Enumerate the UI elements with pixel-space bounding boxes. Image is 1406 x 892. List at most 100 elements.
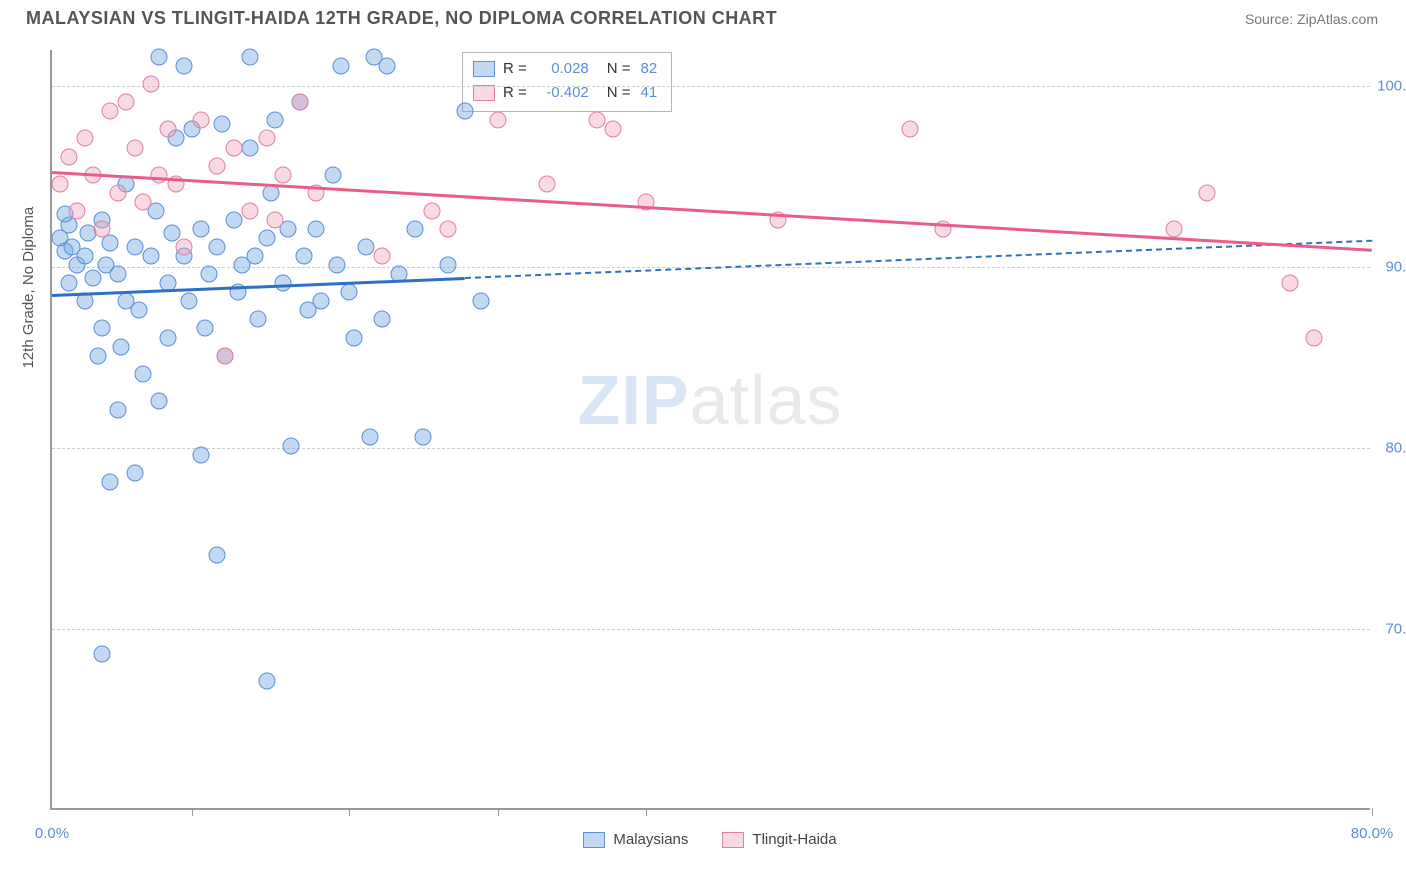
point-pink [588,112,605,129]
point-pink [440,220,457,237]
chart-area: ZIPatlas R = 0.028 N = 82 R = -0.402 N =… [50,50,1370,810]
x-tick [646,808,647,816]
y-axis-label: 12th Grade, No Diploma [20,207,37,369]
point-blue [101,235,118,252]
gridline [52,629,1370,630]
point-pink [1166,220,1183,237]
point-blue [258,673,275,690]
point-blue [85,269,102,286]
point-blue [176,58,193,75]
point-blue [110,401,127,418]
legend-item-2: Tlingit-Haida [722,831,836,848]
x-tick [192,808,193,816]
point-blue [312,293,329,310]
point-blue [266,112,283,129]
y-tick-label: 80.0% [1385,440,1406,457]
point-blue [329,257,346,274]
point-blue [90,347,107,364]
point-blue [242,49,259,66]
point-pink [68,202,85,219]
point-blue [345,329,362,346]
stats-legend: R = 0.028 N = 82 R = -0.402 N = 41 [462,52,672,112]
point-pink [60,148,77,165]
point-blue [126,239,143,256]
point-pink [192,112,209,129]
point-blue [456,103,473,120]
point-pink [1281,275,1298,292]
point-pink [374,248,391,265]
point-pink [52,175,69,192]
point-pink [242,202,259,219]
point-pink [423,202,440,219]
point-pink [225,139,242,156]
swatch-blue [473,61,495,77]
point-pink [275,166,292,183]
point-blue [209,546,226,563]
point-blue [213,116,230,133]
point-blue [374,311,391,328]
gridline [52,448,1370,449]
point-pink [1199,184,1216,201]
swatch-blue-2 [583,832,605,848]
point-pink [77,130,94,147]
point-pink [134,193,151,210]
point-pink [209,157,226,174]
point-pink [266,211,283,228]
point-blue [77,248,94,265]
point-blue [93,320,110,337]
point-blue [440,257,457,274]
point-blue [164,224,181,241]
point-blue [365,49,382,66]
point-blue [225,211,242,228]
point-blue [192,447,209,464]
point-blue [250,311,267,328]
x-tick [1372,808,1373,816]
y-tick-label: 100.0% [1377,78,1406,95]
point-blue [357,239,374,256]
point-blue [209,239,226,256]
bottom-legend: Malaysians Tlingit-Haida [50,831,1370,848]
gridline [52,86,1370,87]
point-blue [473,293,490,310]
point-blue [308,220,325,237]
swatch-pink-2 [722,832,744,848]
point-blue [159,329,176,346]
point-blue [332,58,349,75]
point-blue [113,338,130,355]
chart-title: MALAYSIAN VS TLINGIT-HAIDA 12TH GRADE, N… [26,8,777,29]
point-pink [110,184,127,201]
point-blue [341,284,358,301]
point-blue [93,646,110,663]
point-pink [176,239,193,256]
source-label: Source: ZipAtlas.com [1245,11,1378,27]
stats-row-2: R = -0.402 N = 41 [473,81,657,105]
point-blue [151,49,168,66]
point-pink [93,220,110,237]
point-pink [291,94,308,111]
point-blue [407,220,424,237]
point-pink [159,121,176,138]
point-blue [283,438,300,455]
point-pink [217,347,234,364]
point-blue [415,429,432,446]
point-blue [197,320,214,337]
y-tick-label: 90.0% [1385,259,1406,276]
point-blue [258,230,275,247]
legend-item-1: Malaysians [583,831,688,848]
point-pink [143,76,160,93]
point-blue [151,392,168,409]
point-pink [126,139,143,156]
point-blue [296,248,313,265]
point-blue [110,266,127,283]
point-blue [101,474,118,491]
point-blue [242,139,259,156]
point-blue [134,365,151,382]
point-blue [131,302,148,319]
plot-surface: R = 0.028 N = 82 R = -0.402 N = 41 70.0%… [50,50,1370,810]
trend-line [464,240,1372,279]
point-blue [200,266,217,283]
point-blue [60,275,77,292]
point-pink [489,112,506,129]
stats-row-1: R = 0.028 N = 82 [473,57,657,81]
point-pink [1306,329,1323,346]
